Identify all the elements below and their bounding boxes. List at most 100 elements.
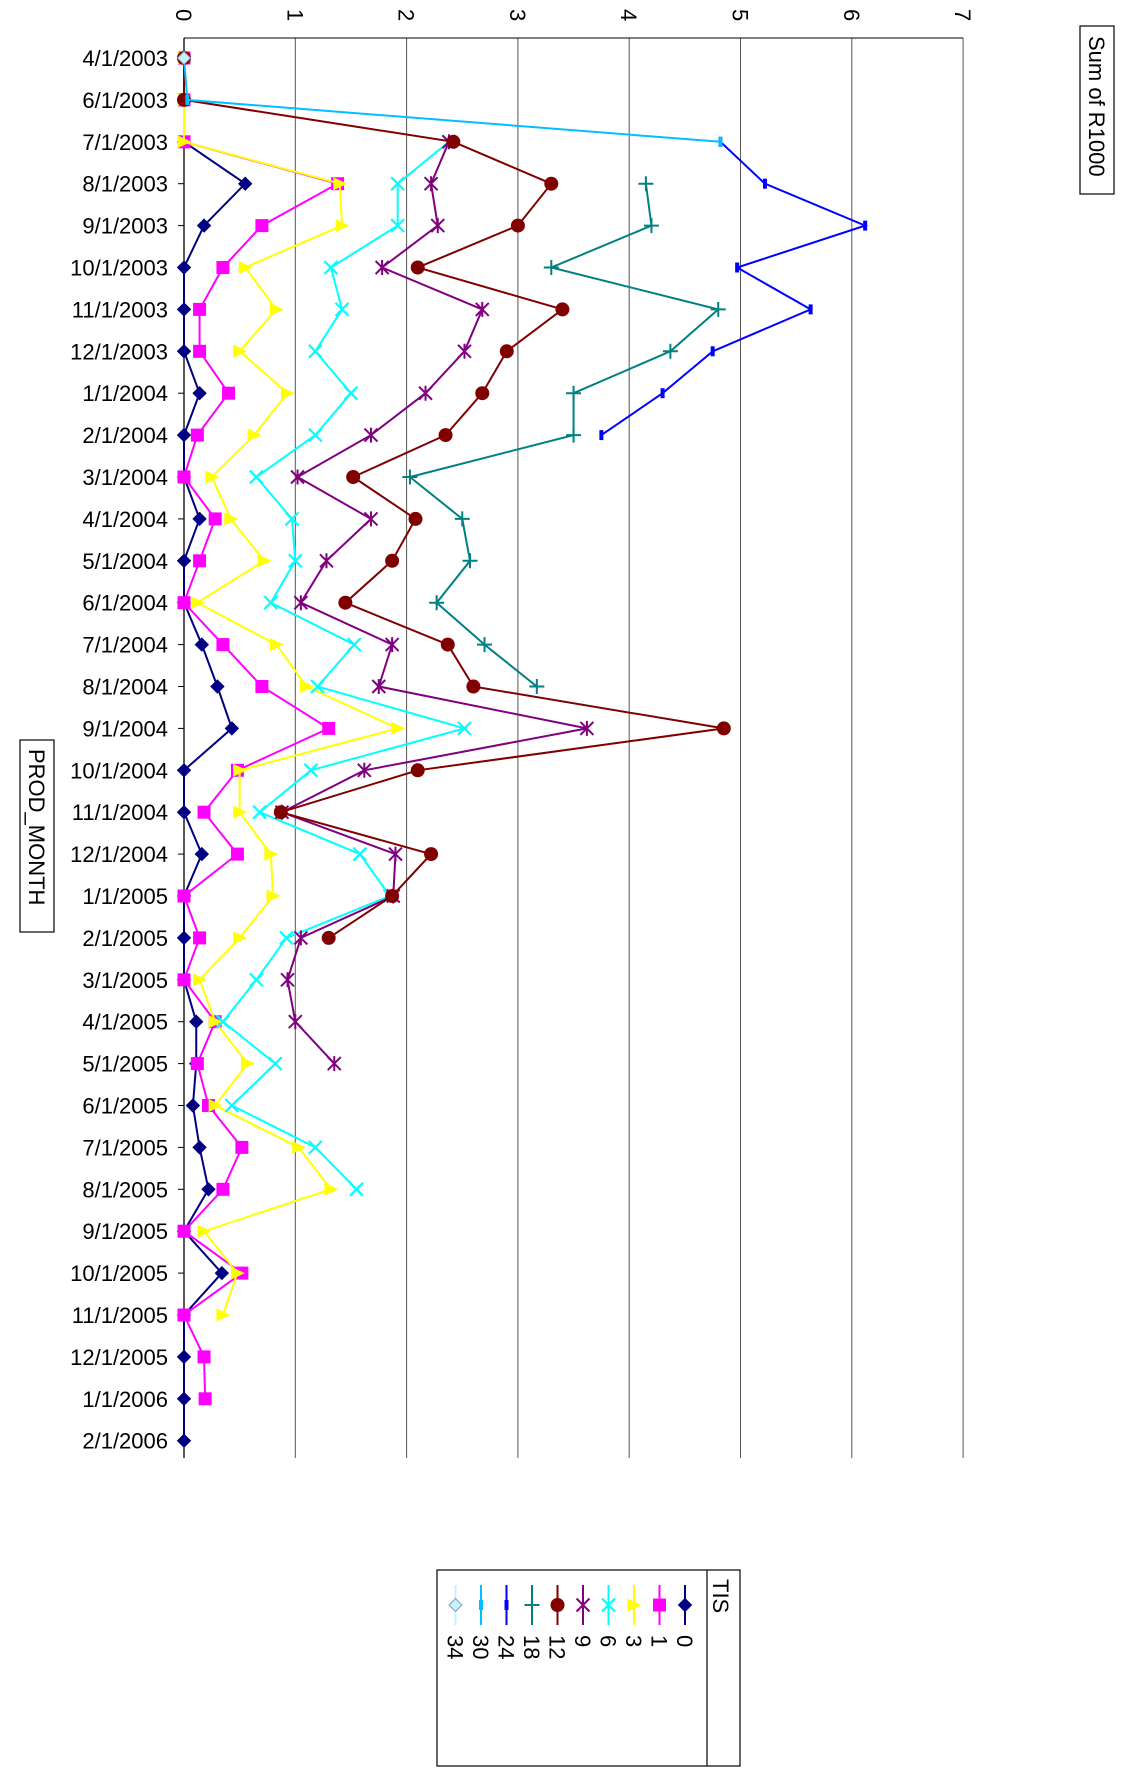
series-3-point xyxy=(233,931,248,945)
series-6-point xyxy=(215,1014,231,1029)
series-12-point xyxy=(446,134,461,149)
series-3-point xyxy=(257,554,272,568)
series-1-point xyxy=(216,638,230,652)
series-9-point xyxy=(363,427,379,443)
series-1-point xyxy=(230,847,244,861)
series-12-line xyxy=(183,58,724,939)
series-12-point xyxy=(440,637,455,652)
series-1-point xyxy=(177,973,191,987)
series-12-point xyxy=(346,470,361,484)
series-0-point xyxy=(176,427,192,443)
series-6-line xyxy=(221,141,469,1191)
series-0-point xyxy=(238,176,253,191)
series-6-point xyxy=(284,511,300,527)
series-0-point xyxy=(214,1265,230,1281)
legend-entry-30: 30 xyxy=(468,1585,493,1659)
series-18-point xyxy=(710,301,726,317)
series-0-point xyxy=(176,553,192,569)
series-3-point xyxy=(190,596,205,610)
series-3-point xyxy=(324,1182,339,1196)
series-3-point xyxy=(197,1224,212,1238)
value-tick-label: 3 xyxy=(505,9,530,21)
series-3-point xyxy=(281,386,296,400)
series-34 xyxy=(176,50,192,66)
series-3-point xyxy=(205,470,220,484)
category-tick-label: 2/1/2005 xyxy=(82,926,168,951)
series-12-point xyxy=(438,428,453,443)
category-tick-label: 5/1/2005 xyxy=(82,1052,168,1077)
series-12-point xyxy=(410,260,425,275)
series-18-point xyxy=(477,637,493,653)
legend-marker-18 xyxy=(524,1597,540,1613)
series-9-point xyxy=(290,469,305,485)
category-tick-label: 1/1/2006 xyxy=(82,1387,168,1412)
series-18-point xyxy=(543,260,559,275)
series-1-point xyxy=(197,1350,211,1364)
series-18-point xyxy=(454,511,470,527)
series-0-point xyxy=(176,804,192,820)
series-9-point xyxy=(475,301,490,317)
category-tick-label: 5/1/2004 xyxy=(82,549,168,574)
category-tick-label: 9/1/2003 xyxy=(82,214,168,239)
series-0-point xyxy=(176,1391,192,1407)
category-tick-label: 1/1/2005 xyxy=(82,884,168,909)
category-tick-label: 7/1/2005 xyxy=(82,1135,168,1160)
category-tick-label: 10/1/2005 xyxy=(70,1261,168,1286)
series-18-point xyxy=(402,469,418,485)
series-3-point xyxy=(238,261,253,274)
category-tick-label: 8/1/2003 xyxy=(82,172,168,197)
series-12-point xyxy=(385,889,400,903)
series-1-point xyxy=(216,1182,230,1196)
series-6-point xyxy=(457,721,472,736)
series-6-point xyxy=(267,1056,283,1071)
series-6-point xyxy=(249,469,264,485)
legend-entry-1: 1 xyxy=(647,1585,672,1647)
series-0-point xyxy=(201,1182,216,1197)
value-tick-label: 0 xyxy=(171,9,196,21)
series-6-point xyxy=(352,846,368,862)
series-12-point xyxy=(408,511,423,526)
series-9-point xyxy=(319,553,334,569)
legend-marker-34 xyxy=(448,1597,463,1613)
series-1-point xyxy=(193,931,207,945)
series-3-point xyxy=(208,1099,223,1112)
category-tick-label: 6/1/2004 xyxy=(82,591,168,616)
series-6-point xyxy=(288,553,303,569)
series-3-point xyxy=(233,344,248,358)
series-1-point xyxy=(193,344,207,358)
category-tick-label: 3/1/2004 xyxy=(82,465,168,490)
series-1-point xyxy=(235,1140,249,1154)
series-6 xyxy=(215,134,472,1197)
series-layer xyxy=(176,50,869,1448)
series-1-point xyxy=(255,680,269,693)
series-9-point xyxy=(384,637,400,653)
value-axis: 0 1 2 3 4 5 6 7 xyxy=(171,9,975,21)
series-12-point xyxy=(321,930,336,945)
series-0-point xyxy=(224,721,240,736)
series-0-point xyxy=(192,385,207,401)
series-1-point xyxy=(193,302,207,316)
series-18-point xyxy=(566,427,582,443)
legend-entry-6: 6 xyxy=(596,1585,621,1647)
series-3-point xyxy=(266,889,281,903)
category-tick-label: 8/1/2004 xyxy=(82,675,168,700)
series-1-point xyxy=(190,428,204,442)
series-1-point xyxy=(197,805,211,819)
series-3-point xyxy=(233,763,248,777)
category-tick-label: 11/1/2004 xyxy=(72,800,168,825)
series-6-point xyxy=(347,637,362,652)
series-0-point xyxy=(189,1014,204,1029)
category-tick-label: 11/1/2005 xyxy=(72,1303,168,1328)
value-axis-title: Sum of R1000 xyxy=(1079,25,1115,195)
series-0-point xyxy=(210,679,225,694)
series-3 xyxy=(177,51,406,1322)
series-3-point xyxy=(177,135,192,149)
series-12-point xyxy=(716,721,731,736)
series-9-point xyxy=(374,260,390,275)
series-3-point xyxy=(299,680,314,693)
category-tick-label: 12/1/2005 xyxy=(70,1345,168,1370)
series-6-point xyxy=(390,218,405,233)
series-9-point xyxy=(430,218,445,234)
series-0-point xyxy=(176,302,192,317)
series-0-point xyxy=(196,218,212,233)
